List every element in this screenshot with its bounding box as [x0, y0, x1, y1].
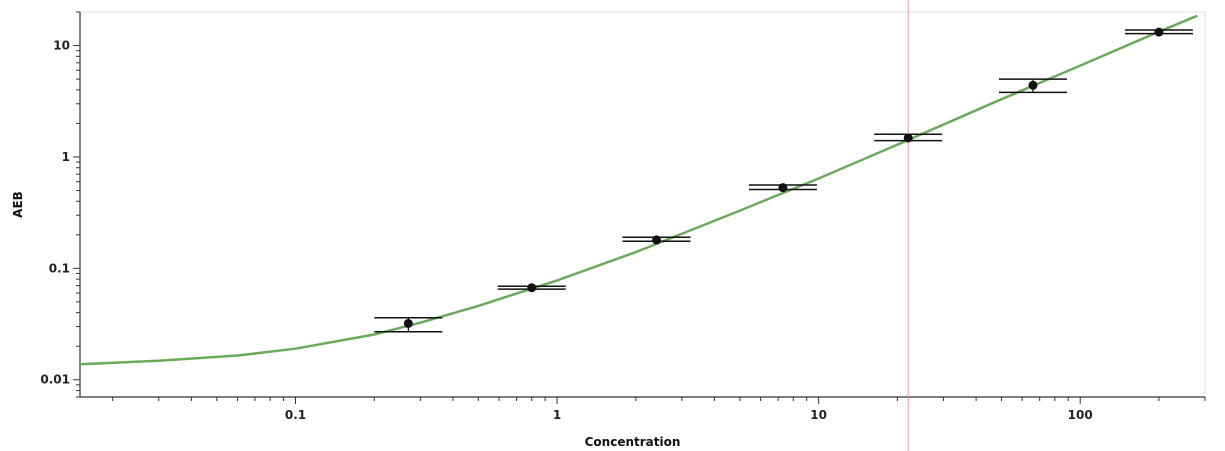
y-axis-ticks: 0.01 0.1 1 10 — [40, 11, 80, 398]
point-marker — [1154, 27, 1164, 37]
data-point — [1124, 27, 1193, 37]
data-point — [874, 133, 943, 143]
point-marker — [403, 318, 413, 328]
data-point — [999, 78, 1068, 94]
y-tick-label: 10 — [53, 39, 70, 53]
x-axis-ticks: 0.1 1 10 100 — [112, 397, 1206, 422]
data-point — [374, 317, 443, 333]
point-marker — [778, 183, 788, 193]
point-marker — [1028, 80, 1038, 90]
point-marker — [903, 133, 913, 143]
point-marker — [652, 235, 662, 245]
x-tick-label: 0.1 — [285, 408, 306, 422]
fit-curve — [79, 14, 1198, 366]
y-tick-label: 0.01 — [40, 373, 70, 387]
data-point — [748, 183, 817, 193]
data-point — [497, 283, 566, 293]
x-tick-label: 10 — [810, 408, 827, 422]
y-tick-label: 0.1 — [49, 261, 70, 275]
data-points — [374, 27, 1193, 333]
x-axis-title: Concentration — [585, 435, 681, 449]
data-point — [622, 235, 691, 245]
y-tick-label: 1 — [62, 150, 70, 164]
x-tick-label: 100 — [1068, 408, 1093, 422]
y-axis-title: AEB — [11, 191, 25, 218]
plot-area — [80, 12, 1205, 397]
x-tick-label: 1 — [553, 408, 561, 422]
point-marker — [527, 283, 537, 293]
